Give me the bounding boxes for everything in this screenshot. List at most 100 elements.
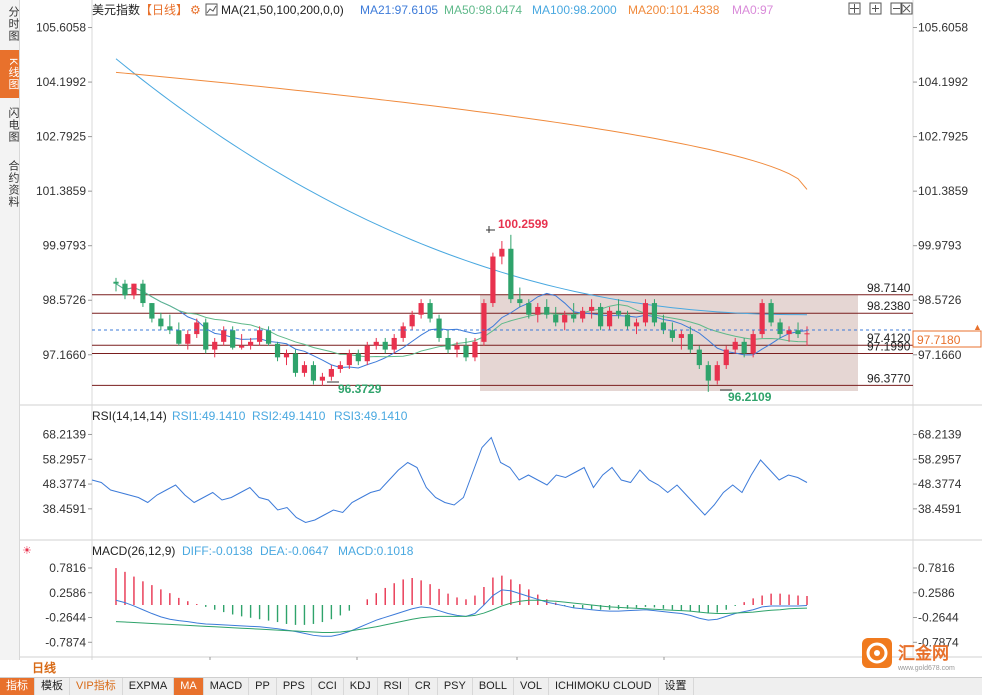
toolbar-item-指标[interactable]: 指标: [0, 678, 35, 695]
toolbar-item-vip指标[interactable]: VIP指标: [70, 678, 123, 695]
candle-body: [535, 306, 541, 315]
legend-period[interactable]: 【日线】: [140, 3, 188, 17]
candle-body: [283, 353, 290, 358]
candle-body: [274, 343, 281, 358]
candle-body: [256, 330, 263, 342]
candle-body: [445, 337, 451, 350]
toolbar-item-psy[interactable]: PSY: [438, 678, 473, 695]
rsi-tick-label: 38.4591: [43, 502, 87, 516]
macd-settings-icon[interactable]: ☀: [22, 545, 32, 557]
rsi-tick-label: 48.3774: [43, 477, 87, 491]
tab-flash-chart[interactable]: 闪电图: [7, 107, 19, 143]
candle-body: [355, 353, 361, 362]
zoom-out-icon[interactable]: [890, 2, 903, 15]
candle-body: [705, 365, 711, 381]
candle-body: [418, 303, 424, 315]
toolbar-item-expma[interactable]: EXPMA: [123, 678, 175, 695]
period-selector[interactable]: 日线: [32, 661, 57, 675]
candle-body: [777, 322, 783, 335]
candle-body: [346, 353, 352, 366]
candle-body: [723, 349, 729, 366]
candle-body: [337, 365, 343, 369]
candle-body: [472, 341, 478, 358]
candle-body: [176, 330, 182, 344]
logo-url: www.gold678.com: [897, 665, 955, 672]
candle-body: [373, 341, 379, 346]
level-label: 97.1990: [867, 340, 911, 354]
rsi-line: [91, 436, 808, 524]
candle-body: [230, 330, 236, 348]
ma100-line: [115, 58, 808, 316]
candle-body: [660, 322, 667, 331]
price-tick-label: 98.5726: [43, 293, 87, 307]
main-legend: 美元指数 【日线】 ⚙ MA(21,50,100,200,0,0) MA21:9…: [92, 2, 774, 17]
toolbar-item-pp[interactable]: PP: [249, 678, 277, 695]
candle-body: [436, 318, 442, 338]
window-controls: [848, 2, 913, 15]
candle-body: [131, 283, 137, 296]
price-tick-label: 102.7925: [918, 130, 968, 144]
legend-ma-params: MA(21,50,100,200,0,0): [221, 3, 344, 17]
candle-body: [696, 349, 702, 366]
macd-legend-params: MACD(26,12,9): [92, 544, 175, 558]
x-tick-label: 2025/09: [642, 659, 686, 660]
macd-tick-label: 0.7816: [918, 561, 955, 575]
toolbar-item-ichimoku-cloud[interactable]: ICHIMOKU CLOUD: [549, 678, 659, 695]
price-tick-label: 97.1660: [43, 348, 87, 362]
candle-body: [409, 314, 415, 327]
toolbar-item-pps[interactable]: PPS: [277, 678, 312, 695]
toolbar-item-模板[interactable]: 模板: [35, 678, 70, 695]
toolbar-item-vol[interactable]: VOL: [514, 678, 549, 695]
tab-time-chart[interactable]: 分时图: [7, 6, 19, 42]
toolbar-item-macd[interactable]: MACD: [204, 678, 250, 695]
tab-contract-info[interactable]: 合约资料: [7, 160, 19, 208]
tab-kline-chart[interactable]: K线图: [0, 50, 19, 98]
candle-body: [526, 303, 532, 315]
toolbar-item-设置[interactable]: 设置: [659, 678, 694, 695]
rsi-legend: RSI(14,14,14) RSI1:49.1410 RSI2:49.1410 …: [92, 409, 408, 423]
candle-body: [221, 330, 227, 342]
macd-legend-dea: DEA:-0.0647: [260, 544, 329, 558]
candle-body: [750, 334, 756, 354]
candle-body: [759, 303, 765, 335]
level-label: 98.2380: [867, 299, 911, 313]
candle-body: [265, 330, 272, 344]
candle-body: [768, 303, 774, 323]
toolbar-item-cr[interactable]: CR: [409, 678, 438, 695]
current-price-value: 97.7180: [917, 333, 961, 347]
candle-body: [678, 334, 684, 338]
macd-tick-label: 0.2586: [49, 586, 86, 600]
candle-body: [508, 248, 514, 300]
macd-panel: 0.7816 0.7816 0.2586 0.2586 -0.2644 -0.2644 -0…: [45, 561, 959, 649]
level-label: 96.3770: [867, 371, 911, 385]
toolbar-item-boll[interactable]: BOLL: [473, 678, 514, 695]
settings-gear-icon[interactable]: ⚙: [190, 3, 201, 17]
zoom-in-icon[interactable]: [869, 2, 882, 15]
toolbar-item-ma[interactable]: MA: [174, 678, 204, 695]
legend-ma100: MA100:98.2000: [532, 3, 617, 17]
crosshair-icon[interactable]: [848, 2, 861, 15]
logo-text: 汇金网: [898, 643, 949, 663]
candle-body: [562, 314, 568, 323]
close-panel-icon[interactable]: [900, 2, 913, 15]
indicator-box-icon[interactable]: [205, 3, 218, 16]
logo-dot: [874, 650, 880, 656]
toolbar-item-rsi[interactable]: RSI: [378, 678, 409, 695]
toolbar-item-cci[interactable]: CCI: [312, 678, 344, 695]
rsi-tick-label: 38.4591: [918, 502, 962, 516]
ma200-line: [115, 71, 808, 190]
candle-body: [463, 345, 469, 358]
candle-body: [113, 281, 119, 284]
rsi-legend-params: RSI(14,14,14): [92, 409, 167, 423]
macd-legend: ☀ MACD(26,12,9) DIFF:-0.0138 DEA:-0.0647…: [22, 544, 414, 558]
toolbar-item-kdj[interactable]: KDJ: [344, 678, 378, 695]
candle-body: [212, 341, 218, 350]
price-tick-label: 97.1660: [918, 348, 962, 362]
consolidation-range-box: [480, 295, 858, 391]
candle-body: [499, 248, 505, 257]
legend-ma21: MA21:97.6105: [360, 3, 438, 17]
candle-body: [669, 330, 675, 338]
candle-body: [786, 330, 792, 335]
chart-area[interactable]: 105.6058 105.6058 104.1992 104.1992 102.7925…: [20, 0, 982, 660]
candlesticks: [113, 234, 810, 392]
